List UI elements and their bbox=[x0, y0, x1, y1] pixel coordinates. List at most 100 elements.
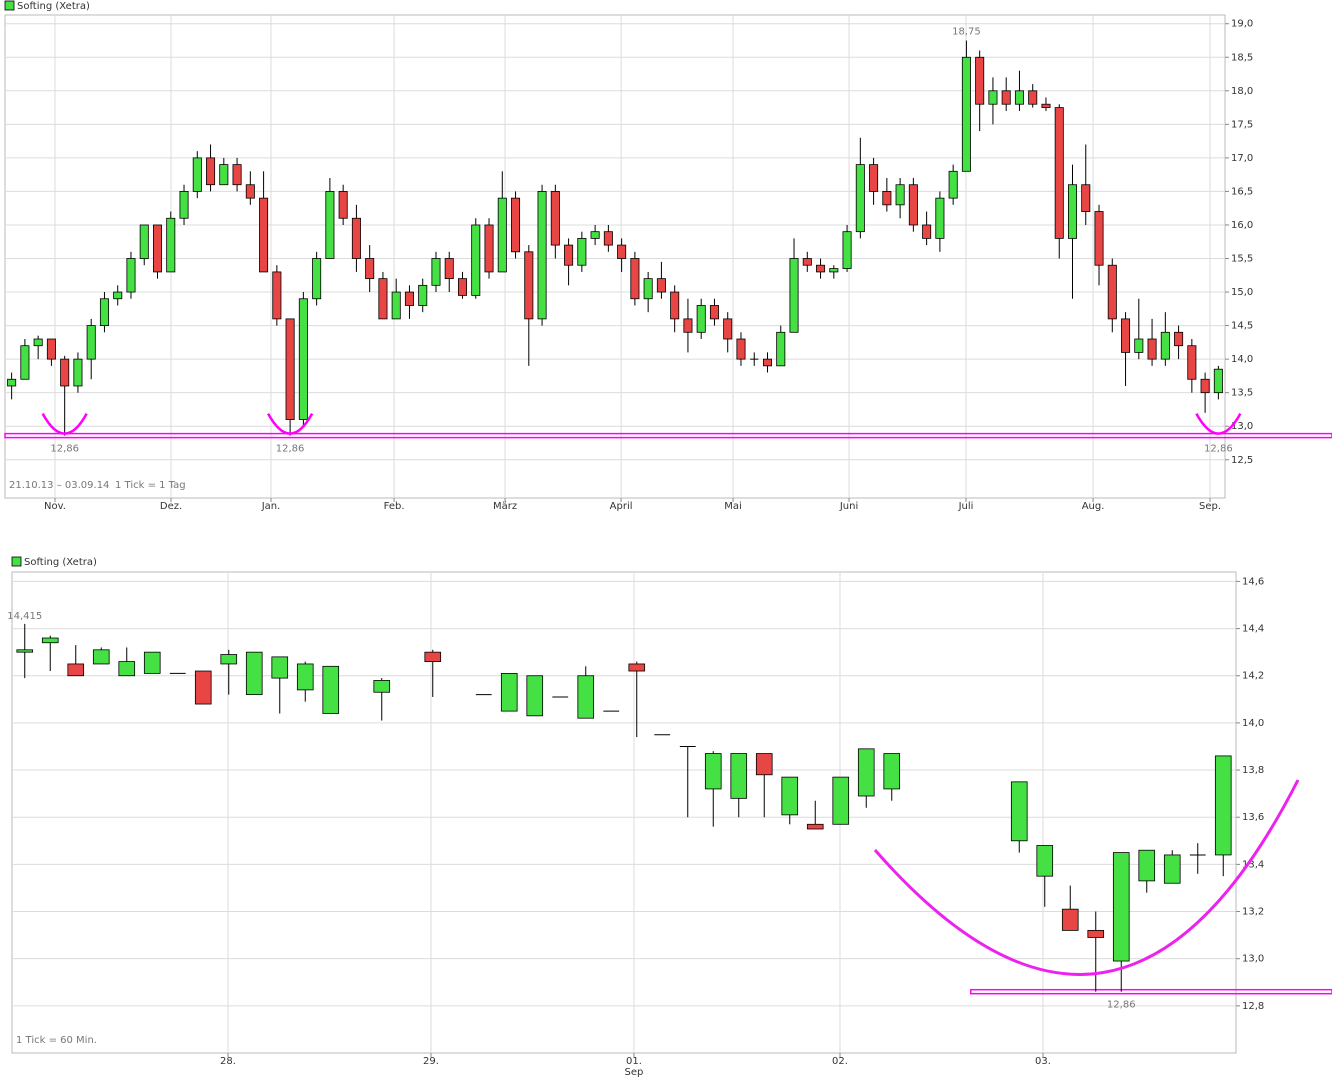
candle-body bbox=[1160, 331, 1170, 360]
candle-body bbox=[259, 197, 269, 273]
y-tick-label: 14,0 bbox=[1231, 354, 1253, 365]
candle-body bbox=[564, 244, 574, 266]
x-tick-label: Nov. bbox=[44, 501, 66, 512]
y-tick-label: 17,5 bbox=[1231, 119, 1253, 130]
y-tick-label: 13,0 bbox=[1242, 954, 1264, 965]
candle-body bbox=[139, 224, 149, 259]
y-tick-label: 16,0 bbox=[1231, 220, 1253, 231]
annotation: 12,86 bbox=[276, 444, 305, 455]
candle-body bbox=[1054, 107, 1064, 239]
candle-body bbox=[1010, 781, 1028, 842]
candle-body bbox=[220, 654, 238, 665]
candle-body bbox=[603, 231, 613, 246]
y-tick-label: 16,5 bbox=[1231, 186, 1253, 197]
candle-body bbox=[829, 268, 839, 273]
candle-body bbox=[882, 191, 892, 206]
candle-body bbox=[219, 164, 229, 186]
candle-body bbox=[1041, 103, 1051, 108]
candle-body bbox=[457, 278, 468, 296]
y-tick-label: 14,5 bbox=[1231, 321, 1253, 332]
candle-body bbox=[628, 663, 646, 672]
candle-body bbox=[1001, 90, 1011, 105]
candle-body bbox=[857, 748, 875, 797]
candle-body bbox=[1094, 211, 1104, 266]
chart-title: Softing (Xetra) bbox=[17, 1, 90, 12]
candle-body bbox=[1067, 184, 1078, 239]
x-tick-label: Juli bbox=[958, 501, 974, 512]
plot-frame bbox=[4, 14, 1226, 499]
candle-body bbox=[617, 244, 627, 259]
y-tick-label: 12,5 bbox=[1231, 455, 1253, 466]
y-tick-label: 12,8 bbox=[1242, 1001, 1264, 1012]
candle-body bbox=[908, 184, 918, 226]
chart-panel: 12,5 13,0 13,5 14,0 14,5 15,0 15,5 16,0 16,5 17,0… bbox=[4, 0, 1332, 512]
candle-body bbox=[365, 258, 375, 280]
period-label: 21.10.13 – 03.09.14 bbox=[9, 480, 109, 491]
candle-body bbox=[1200, 378, 1210, 394]
candle-body bbox=[755, 753, 773, 776]
candle-body bbox=[961, 56, 971, 172]
legend-swatch bbox=[11, 556, 22, 567]
annotation: 12,86 bbox=[1107, 1000, 1136, 1011]
candle-body bbox=[192, 157, 202, 192]
candle-body bbox=[842, 231, 852, 269]
y-tick-label: 13,8 bbox=[1242, 765, 1264, 776]
candle-body bbox=[194, 670, 212, 705]
y-tick-label: 13,0 bbox=[1231, 421, 1253, 432]
candle-body bbox=[126, 258, 136, 293]
candle-body bbox=[988, 90, 998, 105]
candle-body bbox=[736, 338, 746, 360]
legend-swatch bbox=[4, 0, 15, 11]
candle-body bbox=[1112, 852, 1130, 962]
candle-body bbox=[776, 331, 786, 367]
y-tick-label: 14,4 bbox=[1242, 624, 1264, 635]
candle-body bbox=[67, 663, 85, 677]
x-tick-label: April bbox=[610, 501, 633, 512]
candle-body bbox=[922, 224, 932, 239]
x-tick-label: Mai bbox=[724, 501, 742, 512]
candle-body bbox=[762, 358, 773, 367]
candle-body bbox=[643, 278, 653, 300]
candle-body bbox=[322, 665, 340, 714]
candle-body bbox=[1107, 264, 1117, 320]
candle-body bbox=[1134, 338, 1144, 353]
candle-body bbox=[41, 637, 59, 644]
candle-body bbox=[537, 191, 547, 320]
candle-body bbox=[1061, 908, 1079, 931]
candle-body bbox=[118, 661, 136, 677]
chart-title: Softing (Xetra) bbox=[24, 557, 97, 568]
candle-body bbox=[550, 191, 560, 246]
candle-body bbox=[526, 675, 544, 717]
candle-body bbox=[1213, 368, 1223, 394]
candle-body bbox=[497, 197, 507, 273]
candle-body bbox=[92, 649, 110, 665]
candle-body bbox=[33, 338, 43, 347]
candle-body bbox=[1087, 929, 1105, 938]
annotation: 14,415 bbox=[7, 611, 42, 622]
candle-body bbox=[471, 224, 481, 296]
candle-body bbox=[696, 305, 706, 333]
candle-body bbox=[935, 197, 945, 239]
candle-body bbox=[166, 217, 176, 273]
candle-body bbox=[338, 191, 348, 219]
candle-body bbox=[883, 753, 901, 790]
candle-body bbox=[245, 184, 255, 199]
annotation: 18,75 bbox=[952, 26, 981, 37]
y-tick-label: 19,0 bbox=[1231, 19, 1253, 30]
candle-body bbox=[312, 258, 322, 300]
y-tick-label: 17,0 bbox=[1231, 153, 1253, 164]
candle-body bbox=[802, 258, 812, 266]
candle-body bbox=[806, 823, 824, 830]
candle-body bbox=[1081, 184, 1091, 212]
candle-body bbox=[484, 224, 494, 273]
candle-body bbox=[590, 231, 600, 239]
y-tick-label: 14,2 bbox=[1242, 671, 1264, 682]
x-tick-label: März bbox=[493, 501, 517, 512]
tick-note: 1 Tick = 60 Min. bbox=[16, 1035, 97, 1046]
support-line bbox=[970, 988, 1332, 995]
candle-body bbox=[511, 197, 521, 253]
candle-body bbox=[895, 184, 905, 206]
smile-mark bbox=[267, 413, 314, 435]
candle-body bbox=[431, 258, 441, 286]
y-tick-label: 14,0 bbox=[1242, 718, 1264, 729]
